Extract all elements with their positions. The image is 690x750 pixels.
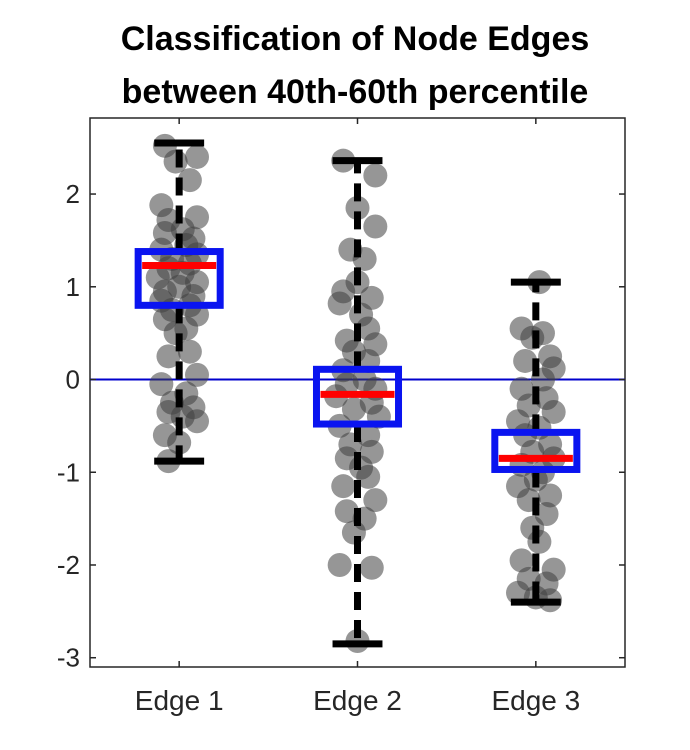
data-point bbox=[167, 430, 192, 455]
data-point bbox=[359, 555, 384, 580]
data-point bbox=[363, 163, 388, 188]
data-point bbox=[363, 214, 388, 239]
data-point bbox=[520, 325, 545, 350]
y-tick-label: 2 bbox=[66, 179, 80, 209]
data-point bbox=[331, 474, 356, 499]
data-point bbox=[341, 397, 366, 422]
y-tick-label: -1 bbox=[57, 457, 80, 487]
data-point bbox=[356, 464, 381, 489]
data-point bbox=[509, 548, 534, 573]
x-category-label: Edge 3 bbox=[491, 685, 580, 716]
y-tick-label: -2 bbox=[57, 550, 80, 580]
data-point bbox=[345, 195, 370, 220]
data-point bbox=[513, 348, 538, 373]
iqr-box bbox=[312, 365, 403, 428]
y-tick-label: 0 bbox=[66, 365, 80, 395]
x-category-label: Edge 1 bbox=[135, 685, 224, 716]
plot-area: -3 -2 -1 0 1 2 Edge 1 Edge 2 Edge 3 bbox=[57, 117, 626, 716]
y-tick-label: -3 bbox=[57, 643, 80, 673]
data-point bbox=[177, 168, 202, 193]
data-point bbox=[185, 362, 209, 387]
chart-title-line-1: Classification of Node Edges bbox=[121, 20, 590, 58]
data-point bbox=[327, 291, 352, 316]
data-point bbox=[149, 372, 174, 397]
y-tick-label: 1 bbox=[66, 272, 80, 302]
data-point bbox=[156, 344, 181, 369]
data-point bbox=[541, 399, 566, 424]
iqr-box bbox=[134, 248, 224, 309]
data-point bbox=[538, 483, 563, 508]
data-point bbox=[185, 144, 209, 169]
x-category-label: Edge 2 bbox=[313, 685, 402, 716]
data-point bbox=[185, 409, 209, 434]
data-point bbox=[527, 529, 552, 554]
chart-title-line-2: between 40th-60th percentile bbox=[122, 73, 589, 111]
data-point bbox=[327, 552, 352, 577]
data-point bbox=[363, 488, 388, 513]
data-point bbox=[341, 520, 366, 545]
data-point bbox=[177, 339, 202, 364]
iqr-box bbox=[491, 428, 581, 473]
